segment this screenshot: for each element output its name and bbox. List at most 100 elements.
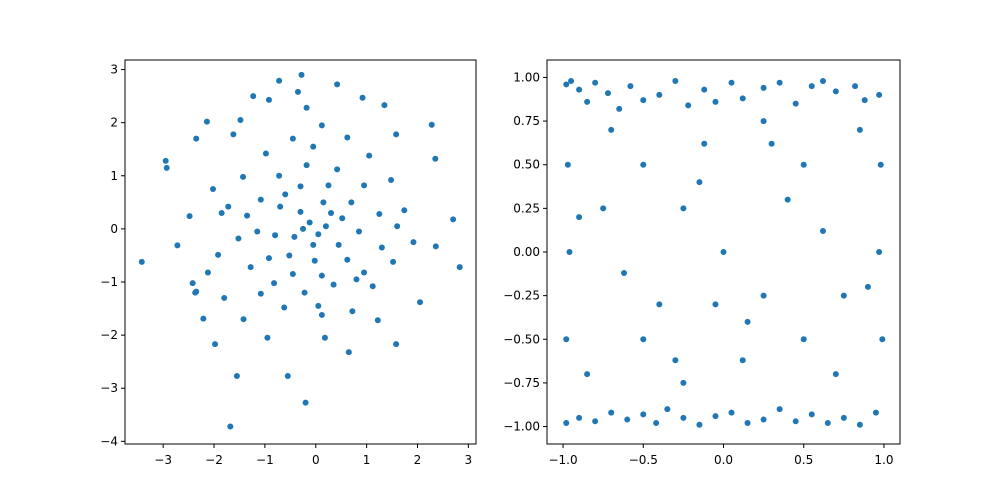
x-tick-label: 0.5	[794, 453, 813, 467]
y-tick-label: 0.50	[513, 158, 540, 172]
scatter-point	[318, 311, 325, 318]
scatter-point	[840, 292, 847, 299]
scatter-point	[563, 336, 570, 343]
scatter-point	[193, 288, 200, 295]
scatter-point	[627, 83, 634, 90]
scatter-point	[247, 264, 254, 271]
scatter-point	[221, 294, 228, 301]
scatter-point	[604, 90, 611, 97]
scatter-point	[271, 280, 278, 287]
scatter-point	[322, 223, 329, 230]
scatter-point	[712, 413, 719, 420]
scatter-point	[265, 96, 272, 103]
scatter-point	[852, 83, 859, 90]
scatter-point	[672, 357, 679, 364]
scatter-point	[608, 409, 615, 416]
scatter-point	[200, 315, 207, 322]
scatter-point	[701, 140, 708, 147]
scatter-point	[432, 243, 439, 250]
scatter-point	[792, 100, 799, 107]
scatter-point	[872, 409, 879, 416]
scatter-point	[877, 161, 884, 168]
scatter-point	[456, 264, 463, 271]
scatter-point	[318, 122, 325, 129]
scatter-point	[334, 166, 341, 173]
scatter-point	[728, 409, 735, 416]
scatter-point	[744, 420, 751, 427]
scatter-point	[640, 161, 647, 168]
y-tick-label: 2	[110, 116, 118, 130]
scatter-point	[138, 258, 145, 265]
scatter-point	[297, 183, 304, 190]
scatter-point	[701, 86, 708, 93]
scatter-point	[303, 162, 310, 169]
scatter-point	[318, 272, 325, 279]
scatter-point	[760, 416, 767, 423]
scatter-point	[335, 241, 342, 248]
scatter-point	[680, 379, 687, 386]
scatter-point	[760, 292, 767, 299]
scatter-point	[344, 134, 351, 141]
scatter-point	[576, 214, 583, 221]
scatter-point	[289, 271, 296, 278]
scatter-point	[393, 131, 400, 138]
scatter-point	[876, 249, 883, 255]
scatter-point	[369, 283, 376, 290]
scatter-point	[240, 173, 247, 180]
scatter-point	[566, 249, 573, 255]
scatter-point	[189, 280, 196, 287]
scatter-point	[564, 161, 571, 168]
scatter-point	[244, 212, 251, 219]
scatter-point	[257, 290, 264, 297]
scatter-point	[230, 131, 237, 138]
scatter-point	[819, 228, 826, 235]
scatter-point	[824, 420, 831, 427]
scatter-point	[728, 79, 735, 86]
scatter-point	[621, 269, 628, 276]
y-tick-label: 0.75	[513, 114, 540, 128]
scatter-point	[163, 164, 170, 171]
scatter-point	[568, 77, 575, 84]
x-tick-label: −3	[154, 453, 172, 467]
scatter-point	[390, 258, 397, 265]
scatter-point	[298, 71, 305, 78]
scatter-point	[760, 118, 767, 125]
scatter-point	[656, 301, 663, 308]
y-tick-label: −0.50	[503, 332, 540, 346]
scatter-point	[366, 152, 373, 159]
axes-frame	[124, 59, 477, 445]
y-tick-label: −4	[100, 434, 118, 448]
scatter-point	[348, 199, 355, 206]
y-tick-label: −0.25	[503, 289, 540, 303]
scatter-point	[664, 406, 671, 413]
y-tick-label: 1.00	[513, 70, 540, 84]
scatter-point	[696, 421, 703, 428]
scatter-point	[264, 334, 271, 341]
scatter-point	[276, 77, 283, 84]
x-tick-label: −1.0	[548, 453, 577, 467]
scatter-point	[584, 98, 591, 105]
scatter-point	[237, 117, 244, 124]
x-tick-label: −2	[205, 453, 223, 467]
scatter-point	[864, 283, 871, 290]
scatter-point	[381, 102, 388, 109]
scatter-point	[712, 98, 719, 105]
y-tick-label: −0.75	[503, 376, 540, 390]
scatter-point	[339, 215, 346, 222]
scatter-point	[656, 91, 663, 98]
scatter-point	[328, 209, 335, 216]
scatter-point	[162, 157, 169, 164]
scatter-point	[624, 416, 631, 423]
scatter-point	[291, 233, 298, 240]
scatter-point	[294, 88, 301, 95]
scatter-point	[361, 182, 368, 189]
scatter-point	[696, 179, 703, 186]
scatter-point	[257, 196, 264, 203]
scatter-point	[361, 269, 368, 276]
scatter-point	[225, 203, 232, 210]
scatter-point	[768, 140, 775, 147]
scatter-point	[310, 241, 317, 248]
scatter-point	[592, 418, 599, 425]
scatter-point	[289, 135, 296, 142]
scatter-point	[576, 414, 583, 421]
